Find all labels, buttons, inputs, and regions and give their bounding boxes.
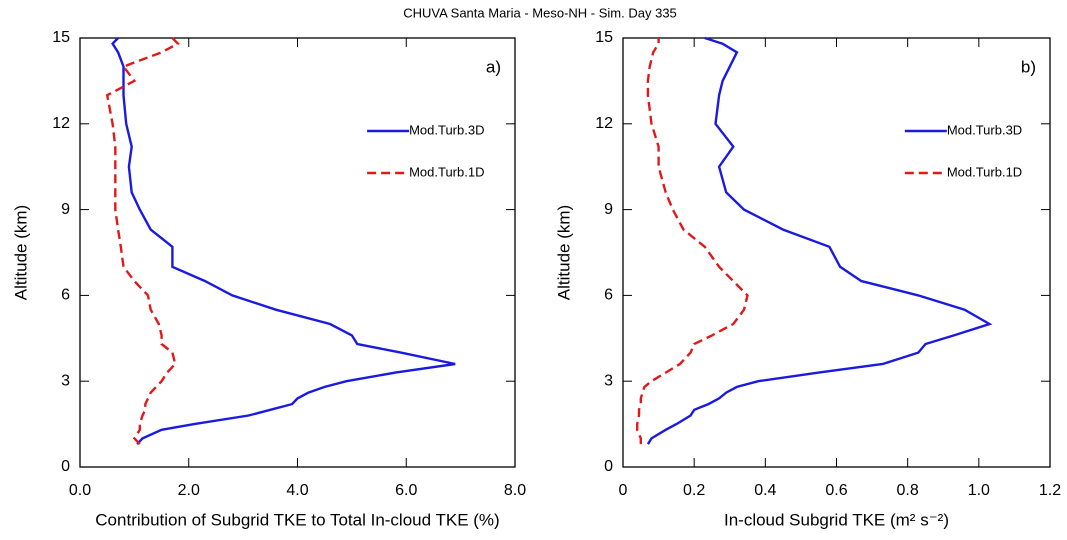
- x-tick-label: 8.0: [504, 482, 526, 499]
- y-tick-label: 12: [52, 115, 70, 132]
- legend-label: Mod.Turb.1D: [947, 164, 1022, 179]
- x-tick-label: 0.8: [897, 482, 919, 499]
- profile-line: [105, 37, 180, 445]
- legend-label: Mod.Turb.3D: [409, 122, 484, 137]
- y-tick-label: 6: [604, 287, 613, 304]
- y-axis-label: Altitude (km): [11, 205, 30, 300]
- y-tick-label: 9: [604, 201, 613, 218]
- y-tick-label: 15: [595, 29, 613, 46]
- profile-line: [646, 36, 993, 445]
- y-tick-label: 15: [52, 29, 70, 46]
- y-tick-label: 12: [595, 115, 613, 132]
- y-tick-label: 3: [604, 372, 613, 389]
- legend-label: Mod.Turb.1D: [409, 164, 484, 179]
- x-tick-label: 4.0: [286, 482, 308, 499]
- x-tick-label: 1.2: [1039, 482, 1061, 499]
- figure-title: CHUVA Santa Maria - Meso-NH - Sim. Day 3…: [403, 5, 677, 20]
- x-tick-label: 2.0: [178, 482, 200, 499]
- panel-label: b): [1021, 57, 1036, 76]
- y-tick-label: 3: [61, 372, 70, 389]
- y-tick-label: 6: [61, 287, 70, 304]
- profile-line: [111, 37, 456, 445]
- x-tick-label: 6.0: [395, 482, 417, 499]
- x-tick-label: 0.2: [683, 482, 705, 499]
- y-axis-label: Altitude (km): [554, 205, 573, 300]
- x-tick-label: 0.0: [69, 482, 91, 499]
- x-tick-label: 0: [619, 482, 628, 499]
- x-tick-label: 0.4: [754, 482, 776, 499]
- y-tick-label: 0: [61, 458, 70, 475]
- plot-frame: [622, 37, 1051, 468]
- profile-line: [636, 38, 749, 445]
- panel-label: a): [486, 57, 501, 76]
- y-tick-label: 0: [604, 458, 613, 475]
- x-tick-label: 0.6: [825, 482, 847, 499]
- x-axis-label: In-cloud Subgrid TKE (m² s⁻²): [724, 510, 949, 529]
- x-axis-label: Contribution of Subgrid TKE to Total In-…: [95, 510, 499, 529]
- y-tick-label: 9: [61, 201, 70, 218]
- x-tick-label: 1.0: [968, 482, 990, 499]
- legend-label: Mod.Turb.3D: [947, 122, 1022, 137]
